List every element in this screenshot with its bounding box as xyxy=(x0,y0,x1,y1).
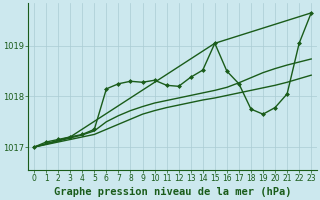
X-axis label: Graphe pression niveau de la mer (hPa): Graphe pression niveau de la mer (hPa) xyxy=(54,187,292,197)
